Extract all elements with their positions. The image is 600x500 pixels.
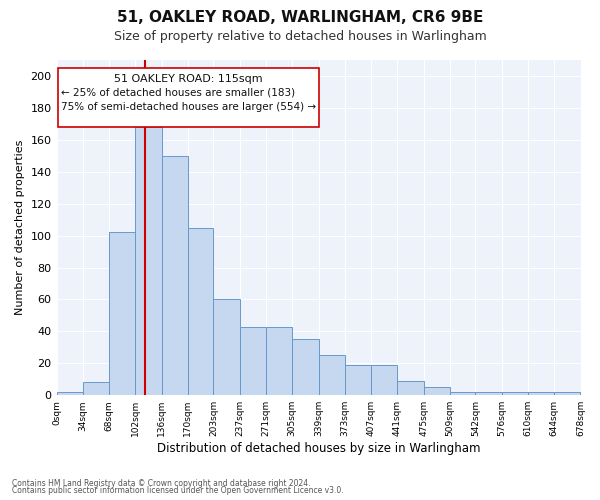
Text: 51 OAKLEY ROAD: 115sqm: 51 OAKLEY ROAD: 115sqm bbox=[115, 74, 263, 85]
Bar bbox=[292, 340, 319, 395]
Bar bbox=[58, 68, 319, 127]
Bar bbox=[266, 326, 292, 395]
Text: Contains HM Land Registry data © Crown copyright and database right 2024.: Contains HM Land Registry data © Crown c… bbox=[12, 478, 311, 488]
Bar bbox=[136, 127, 161, 395]
Bar bbox=[83, 382, 109, 395]
Bar bbox=[424, 387, 450, 395]
Bar bbox=[188, 228, 214, 395]
Bar bbox=[371, 365, 397, 395]
Y-axis label: Number of detached properties: Number of detached properties bbox=[15, 140, 25, 316]
Bar bbox=[554, 392, 580, 395]
Bar bbox=[502, 392, 528, 395]
Bar bbox=[109, 232, 136, 395]
Bar bbox=[214, 300, 239, 395]
Bar bbox=[56, 392, 83, 395]
Bar bbox=[450, 392, 475, 395]
Bar bbox=[345, 365, 371, 395]
Bar bbox=[475, 392, 502, 395]
Bar bbox=[239, 326, 266, 395]
Text: Contains public sector information licensed under the Open Government Licence v3: Contains public sector information licen… bbox=[12, 486, 344, 495]
Bar bbox=[161, 156, 188, 395]
Bar bbox=[319, 356, 345, 395]
Bar bbox=[397, 381, 424, 395]
Text: ← 25% of detached houses are smaller (183): ← 25% of detached houses are smaller (18… bbox=[61, 87, 295, 97]
Bar bbox=[528, 392, 554, 395]
X-axis label: Distribution of detached houses by size in Warlingham: Distribution of detached houses by size … bbox=[157, 442, 480, 455]
Text: Size of property relative to detached houses in Warlingham: Size of property relative to detached ho… bbox=[113, 30, 487, 43]
Text: 51, OAKLEY ROAD, WARLINGHAM, CR6 9BE: 51, OAKLEY ROAD, WARLINGHAM, CR6 9BE bbox=[117, 10, 483, 25]
Text: 75% of semi-detached houses are larger (554) →: 75% of semi-detached houses are larger (… bbox=[61, 102, 316, 112]
